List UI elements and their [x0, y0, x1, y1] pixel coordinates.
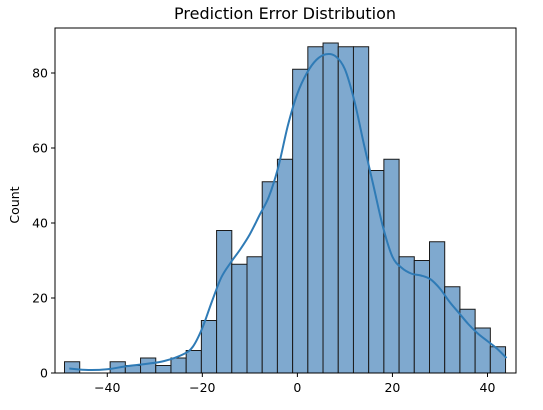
histogram-bar: [459, 308, 476, 374]
chart-title: Prediction Error Distribution: [174, 4, 396, 23]
y-tick-label: 60: [32, 141, 48, 156]
histogram-bar: [383, 158, 400, 374]
y-tick-label: 80: [32, 66, 48, 81]
x-tick-label: 20: [384, 380, 400, 395]
x-tick-label: 0: [293, 380, 301, 395]
x-tick-label: −20: [189, 380, 215, 395]
y-tick-label: 20: [32, 291, 48, 306]
histogram-bar: [352, 46, 370, 374]
histogram-bar: [64, 361, 81, 374]
histogram-bar: [276, 158, 294, 374]
x-axis: −40 −20 0 20 40: [94, 373, 495, 395]
y-axis-label: Count: [7, 186, 22, 223]
histogram-bar: [185, 350, 202, 374]
histogram-bar: [307, 46, 324, 374]
histogram-bar: [200, 320, 218, 374]
histogram-bar: [170, 357, 187, 374]
histogram-bar: [337, 46, 354, 374]
x-tick-label: 40: [480, 380, 496, 395]
y-tick-label: 40: [32, 216, 48, 231]
kde-curve: [69, 52, 508, 372]
y-axis: 0 20 40 60 80: [32, 66, 55, 381]
x-tick-label: −40: [94, 380, 120, 395]
histogram-bar: [474, 327, 491, 374]
histogram-bar: [322, 42, 339, 374]
histogram-bar: [140, 357, 157, 374]
histogram-bar: [292, 68, 309, 374]
histogram-bar: [231, 263, 248, 374]
bar-series: [64, 42, 507, 374]
histogram-bar: [155, 365, 172, 374]
y-tick-label: 0: [40, 366, 48, 381]
histogram-bar: [261, 181, 278, 374]
plot-frame: [54, 27, 517, 374]
histogram-bar: [216, 230, 233, 374]
histogram-bar: [246, 256, 263, 374]
histogram-bar: [429, 241, 446, 374]
